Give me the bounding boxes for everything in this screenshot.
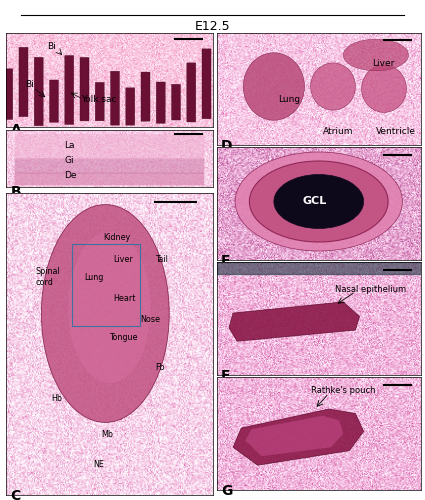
FancyBboxPatch shape: [110, 71, 119, 125]
FancyBboxPatch shape: [156, 82, 165, 124]
FancyBboxPatch shape: [14, 158, 204, 174]
Text: B: B: [11, 184, 21, 198]
Text: GCL: GCL: [303, 196, 327, 206]
Ellipse shape: [274, 174, 364, 229]
Ellipse shape: [343, 40, 408, 70]
Text: Tongue: Tongue: [109, 333, 138, 342]
FancyBboxPatch shape: [34, 58, 43, 126]
Ellipse shape: [243, 52, 304, 120]
Text: C: C: [11, 489, 21, 500]
FancyBboxPatch shape: [19, 47, 28, 116]
Text: Atrium: Atrium: [323, 127, 353, 136]
Ellipse shape: [249, 161, 388, 242]
Ellipse shape: [362, 65, 406, 112]
Text: Nasal epithelium: Nasal epithelium: [335, 285, 406, 294]
Text: Yolk sac: Yolk sac: [81, 95, 116, 104]
Text: De: De: [64, 170, 76, 179]
Text: Lung: Lung: [85, 272, 104, 281]
Text: La: La: [64, 142, 75, 150]
Text: D: D: [221, 140, 232, 153]
Text: Rathke's pouch: Rathke's pouch: [311, 386, 375, 396]
Bar: [217, 262, 421, 274]
FancyBboxPatch shape: [141, 72, 150, 122]
FancyBboxPatch shape: [14, 172, 204, 185]
Text: F: F: [221, 370, 230, 384]
FancyBboxPatch shape: [4, 68, 13, 120]
Text: Kidney: Kidney: [103, 234, 130, 242]
Polygon shape: [245, 416, 343, 456]
Polygon shape: [229, 302, 360, 341]
Text: E12.5: E12.5: [195, 20, 230, 32]
Text: Mb: Mb: [101, 430, 113, 439]
FancyBboxPatch shape: [126, 88, 135, 125]
FancyBboxPatch shape: [202, 49, 211, 119]
FancyBboxPatch shape: [14, 134, 204, 160]
Text: Gi: Gi: [64, 156, 74, 165]
Text: Ventricle: Ventricle: [376, 127, 416, 136]
Text: Bi: Bi: [48, 42, 57, 50]
Ellipse shape: [68, 232, 150, 383]
FancyBboxPatch shape: [187, 63, 196, 122]
Text: NE: NE: [93, 460, 104, 469]
Text: Heart: Heart: [113, 294, 136, 303]
FancyBboxPatch shape: [80, 58, 89, 121]
Text: A: A: [11, 122, 21, 136]
Text: Spinal
cord: Spinal cord: [35, 268, 60, 287]
Ellipse shape: [41, 204, 169, 422]
Text: Lung: Lung: [278, 96, 300, 104]
Text: Tail: Tail: [155, 254, 167, 264]
Ellipse shape: [235, 152, 402, 251]
FancyBboxPatch shape: [49, 80, 59, 122]
FancyBboxPatch shape: [171, 84, 181, 120]
Text: Hb: Hb: [52, 394, 63, 402]
Bar: [72, 244, 140, 326]
FancyBboxPatch shape: [65, 56, 74, 124]
FancyBboxPatch shape: [95, 82, 104, 121]
Text: Bi: Bi: [25, 80, 34, 88]
Polygon shape: [233, 409, 364, 465]
Text: G: G: [221, 484, 232, 498]
Text: Nose: Nose: [140, 315, 160, 324]
Text: Liver: Liver: [113, 254, 133, 264]
Text: Fb: Fb: [155, 364, 164, 372]
Ellipse shape: [311, 63, 355, 110]
Text: E: E: [221, 254, 230, 268]
Text: Liver: Liver: [372, 60, 394, 68]
